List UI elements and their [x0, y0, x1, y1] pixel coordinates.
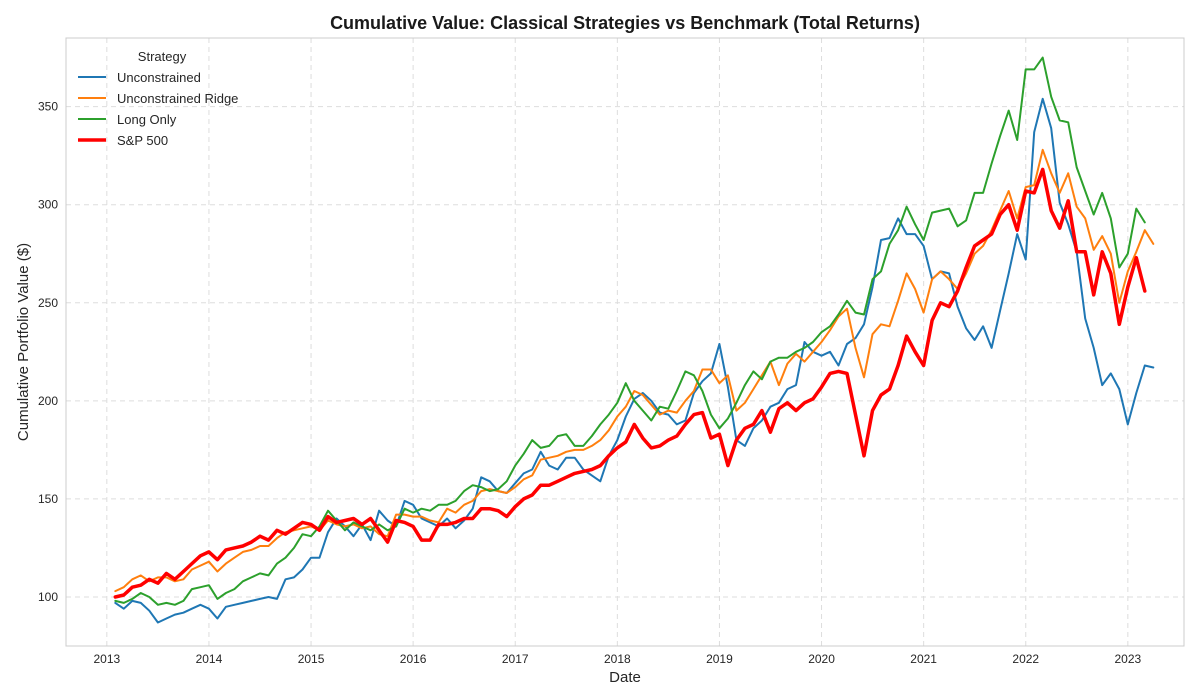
legend-item-unconstrained-ridge: Unconstrained Ridge [78, 91, 238, 106]
y-tick-label: 350 [38, 100, 58, 114]
x-tick-label: 2023 [1114, 652, 1141, 666]
chart-title: Cumulative Value: Classical Strategies v… [330, 13, 920, 33]
x-tick-label: 2020 [808, 652, 835, 666]
x-tick-label: 2016 [400, 652, 427, 666]
legend: Strategy Unconstrained Unconstrained Ridg… [78, 49, 238, 148]
x-tick-label: 2021 [910, 652, 937, 666]
series-lines [113, 56, 1155, 624]
y-tick-label: 250 [38, 296, 58, 310]
x-tick-label: 2018 [604, 652, 631, 666]
x-axis-label: Date [609, 669, 641, 686]
legend-item-unconstrained: Unconstrained [78, 70, 201, 85]
legend-item-long-only: Long Only [78, 112, 177, 127]
y-axis-label: Cumulative Portfolio Value ($) [15, 243, 32, 441]
y-tick-label: 150 [38, 492, 58, 506]
x-axis-ticks: 2013 2014 2015 2016 2017 2018 2019 2020 2021 2022… [93, 652, 1141, 666]
series-line-s-p-500 [113, 167, 1147, 599]
legend-label: Unconstrained Ridge [117, 91, 238, 106]
x-tick-label: 2014 [196, 652, 223, 666]
legend-label: Unconstrained [117, 70, 201, 85]
x-tick-label: 2013 [93, 652, 120, 666]
legend-label: S&P 500 [117, 133, 168, 148]
y-axis-ticks: 100 150 200 250 300 350 [38, 100, 58, 604]
plot-area-frame [65, 37, 1185, 647]
legend-label: Long Only [117, 112, 177, 127]
y-tick-label: 200 [38, 394, 58, 408]
x-tick-label: 2019 [706, 652, 733, 666]
legend-item-s-p-500: S&P 500 [78, 133, 168, 148]
x-tick-label: 2017 [502, 652, 529, 666]
legend-items: Unconstrained Unconstrained Ridge Long Onl… [78, 70, 238, 148]
x-tick-label: 2015 [298, 652, 325, 666]
y-tick-label: 100 [38, 590, 58, 604]
grid [66, 38, 1184, 646]
legend-title: Strategy [138, 49, 187, 64]
x-tick-label: 2022 [1012, 652, 1039, 666]
series-line-long-only [114, 56, 1146, 606]
y-tick-label: 300 [38, 198, 58, 212]
